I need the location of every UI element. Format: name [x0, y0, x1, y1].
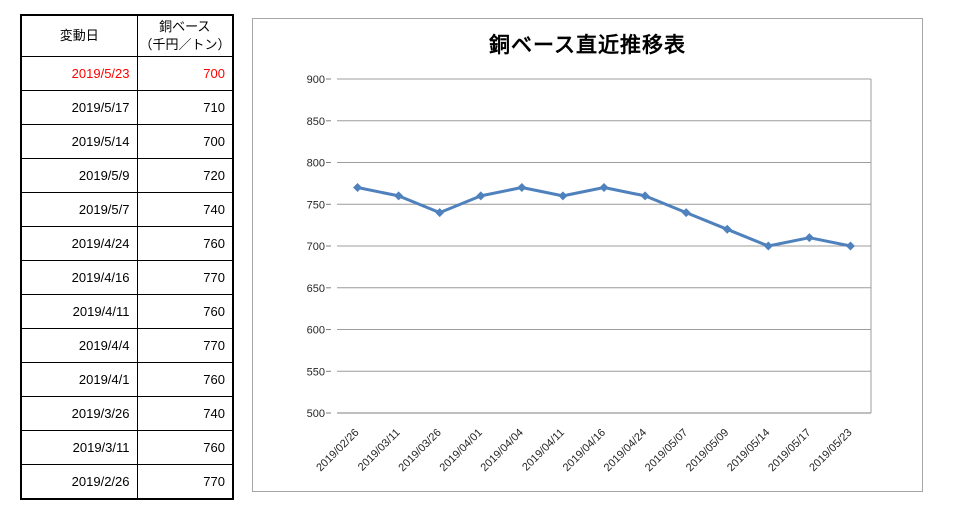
data-point-marker	[476, 191, 486, 201]
y-tick-label: 800	[307, 158, 325, 170]
y-tick-label: 500	[307, 408, 325, 420]
date-cell: 2019/4/16	[20, 260, 138, 295]
date-cell: 2019/5/17	[20, 90, 138, 125]
x-tick-label: 2019/05/14	[725, 427, 772, 474]
table-row: 2019/4/24 760	[20, 226, 234, 261]
date-column-label: 変動日	[59, 28, 99, 44]
table-row: 2019/4/16 770	[20, 260, 234, 295]
date-cell: 2019/5/9	[20, 158, 138, 193]
value-column-label-line2: （千円／トン）	[139, 37, 231, 52]
line-chart-canvas: 5005506006507007508008509002019/02/26201…	[307, 74, 872, 474]
x-tick-label: 2019/04/01	[438, 427, 485, 474]
data-point-marker	[558, 191, 568, 201]
x-tick-label: 2019/05/23	[807, 427, 854, 474]
value-cell: 740	[136, 192, 234, 227]
data-point-marker	[763, 241, 773, 251]
x-tick-label: 2019/04/24	[602, 427, 649, 474]
date-cell: 2019/4/11	[20, 294, 138, 329]
data-point-marker	[394, 191, 404, 201]
table-row: 2019/4/11 760	[20, 294, 234, 329]
value-cell: 710	[136, 90, 234, 125]
value-cell: 770	[136, 260, 234, 295]
table-row: 2019/3/11 760	[20, 430, 234, 465]
y-tick-label: 850	[307, 116, 325, 128]
x-tick-label: 2019/02/26	[314, 427, 361, 474]
value-cell: 740	[136, 396, 234, 431]
value-cell: 760	[136, 430, 234, 465]
x-tick-label: 2019/05/07	[643, 427, 690, 474]
data-point-marker	[722, 224, 732, 234]
data-point-marker	[599, 183, 609, 193]
date-cell: 2019/2/26	[20, 464, 138, 500]
table-row: 2019/5/9 720	[20, 158, 234, 193]
date-cell: 2019/5/14	[20, 124, 138, 159]
date-column-header: 変動日	[20, 14, 138, 57]
y-tick-label: 650	[307, 283, 325, 295]
x-tick-label: 2019/05/09	[684, 427, 731, 474]
value-cell: 760	[136, 226, 234, 261]
value-cell: 760	[136, 362, 234, 397]
chart-title: 銅ベース直近推移表	[489, 34, 686, 57]
y-tick-label: 750	[307, 199, 325, 211]
table-row: 2019/5/7 740	[20, 192, 234, 227]
y-tick-label: 600	[307, 325, 325, 337]
table-row: 2019/5/17 710	[20, 90, 234, 125]
data-point-marker	[353, 183, 363, 193]
data-point-marker	[517, 183, 527, 193]
value-cell: 770	[136, 328, 234, 363]
value-column-header: 銅ベース （千円／トン）	[136, 14, 234, 57]
y-tick-label: 700	[307, 241, 325, 253]
value-column-label-line1: 銅ベース	[159, 19, 211, 35]
date-cell: 2019/3/11	[20, 430, 138, 465]
x-tick-label: 2019/04/11	[520, 427, 567, 474]
value-cell: 720	[136, 158, 234, 193]
x-tick-label: 2019/05/17	[766, 427, 813, 474]
date-cell: 2019/5/23	[20, 56, 138, 91]
price-table: 変動日 銅ベース （千円／トン） 2019/5/23 700 2019/5/17 71…	[20, 14, 234, 500]
value-cell: 760	[136, 294, 234, 329]
y-tick-label: 550	[307, 366, 325, 378]
x-tick-label: 2019/04/04	[479, 427, 526, 474]
x-tick-label: 2019/03/11	[356, 427, 403, 474]
data-point-marker	[681, 208, 691, 218]
date-cell: 2019/3/26	[20, 396, 138, 431]
date-cell: 2019/4/24	[20, 226, 138, 261]
table-header-row: 変動日 銅ベース （千円／トン）	[20, 14, 234, 57]
table-row: 2019/3/26 740	[20, 396, 234, 431]
data-point-marker	[640, 191, 650, 201]
series-line	[356, 186, 852, 248]
date-cell: 2019/4/1	[20, 362, 138, 397]
value-cell: 700	[136, 56, 234, 91]
line-chart: 500 550 600 650 700 750 800 850 900 2019/02/26 201…	[252, 18, 923, 492]
y-tick-label: 900	[307, 74, 325, 86]
table-row: 2019/4/4 770	[20, 328, 234, 363]
table-row: 2019/4/1 760	[20, 362, 234, 397]
x-tick-label: 2019/03/26	[396, 427, 443, 474]
x-tick-label: 2019/04/16	[561, 427, 608, 474]
data-point-marker	[845, 241, 855, 251]
date-cell: 2019/5/7	[20, 192, 138, 227]
table-row: 2019/5/14 700	[20, 124, 234, 159]
table-body: 2019/5/23 700 2019/5/17 710 2019/5/14 700 2019…	[20, 56, 234, 500]
value-cell: 700	[136, 124, 234, 159]
table-row: 2019/5/23 700	[20, 56, 234, 91]
data-point-marker	[435, 208, 445, 218]
table-row: 2019/2/26 770	[20, 464, 234, 500]
date-cell: 2019/4/4	[20, 328, 138, 363]
value-cell: 770	[136, 464, 234, 500]
data-point-marker	[804, 233, 814, 243]
